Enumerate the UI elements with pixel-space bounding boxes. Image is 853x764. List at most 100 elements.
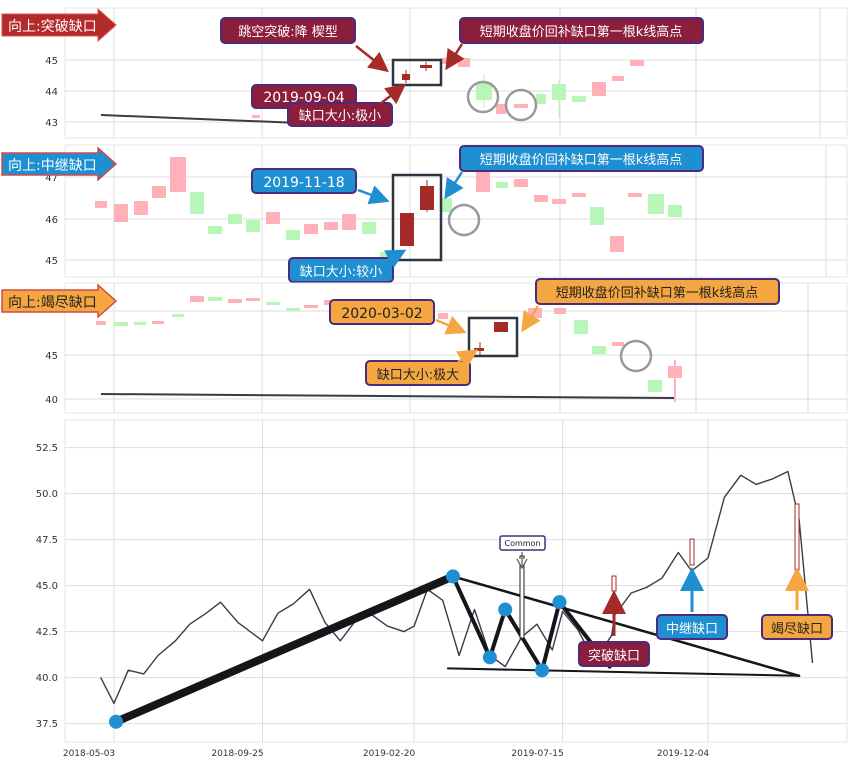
main-ytick-label: 50.0 (36, 489, 58, 500)
p2-candle (496, 182, 508, 188)
p1-arrow-pattern (355, 45, 389, 73)
p3-arrow-size (455, 349, 479, 369)
p2-candle (114, 204, 128, 222)
pattern-point (445, 569, 460, 584)
p1-candle (536, 94, 546, 104)
p3-callout-high: 短期收盘价回补缺口第一根k线高点 (535, 278, 780, 305)
p2-candle (324, 222, 338, 230)
common-label: Common (504, 539, 540, 548)
p3-candle-gap-before (474, 348, 484, 351)
p3-gap-box (467, 316, 519, 358)
p3-ytick-2: 40 (45, 395, 58, 406)
breakaway-gap-bar (611, 575, 617, 592)
p2-candle (246, 220, 260, 232)
p1-candles (252, 58, 644, 118)
p1-arrow-size (379, 83, 406, 105)
p2-callout-date: 2019-11-18 (251, 168, 357, 194)
panel-breakaway-gap: 45 44 43 (1, 7, 848, 139)
p1-candle (572, 96, 586, 102)
p3-ytick-1: 45 (45, 351, 58, 362)
p2-arrow-high (444, 171, 464, 200)
p2-candle (590, 207, 604, 225)
p1-callout-pattern: 跳空突破:降 楔型 (220, 17, 356, 44)
p3-arrow-high (521, 305, 541, 333)
main-pattern-layer (109, 569, 801, 729)
p3-candle (246, 298, 260, 301)
panel-runaway-gap: 47 46 45 (1, 144, 848, 283)
pattern-point (535, 663, 550, 678)
p3-callout-size: 缺口大小:极大 (365, 360, 471, 386)
p2-ytick-2: 46 (45, 215, 58, 226)
p3-candle (152, 321, 164, 324)
p3-banner-text: 向上:竭尽缺口 (8, 295, 97, 311)
main-ytick-label: 40.0 (36, 673, 58, 684)
p2-candle (610, 236, 624, 252)
p2-candle (170, 157, 186, 192)
main-ytick-label: 42.5 (36, 627, 58, 638)
p1-ytick-2: 44 (45, 87, 58, 98)
p2-candle (134, 201, 148, 215)
main-ytick-label: 47.5 (36, 535, 58, 546)
p3-candle (208, 297, 222, 301)
runaway-label: 中继缺口 (666, 622, 718, 637)
p3-candle (96, 321, 106, 325)
p2-candle (95, 201, 107, 208)
p3-candle (554, 308, 566, 314)
p1-fill-circle (466, 80, 500, 114)
p1-ytick-1: 45 (45, 56, 58, 67)
p2-callout-size-text: 缺口大小:较小 (300, 265, 382, 280)
p3-callout-date: 2020-03-02 (329, 299, 435, 325)
p2-callout-high: 短期收盘价回补缺口第一根k线高点 (459, 145, 704, 172)
p2-candle (628, 193, 642, 197)
p3-candle (304, 305, 318, 308)
p3-candle (286, 308, 300, 311)
p1-trend-line (100, 114, 301, 124)
p2-candle (304, 224, 318, 234)
p1-candle (496, 104, 506, 114)
main-xtick-label: 2018-05-03 (63, 749, 115, 759)
p2-candle (534, 195, 548, 202)
p2-candle (152, 186, 166, 198)
p1-callout-size-text: 缺口大小:极小 (299, 109, 381, 124)
p3-candle (648, 380, 662, 392)
p2-candle (286, 230, 300, 240)
main-xtick-label: 2019-07-15 (511, 749, 563, 759)
p2-candle (190, 192, 204, 214)
main-x-axis: 2018-05-03 2018-09-25 2019-02-20 2019-07-15… (63, 749, 710, 759)
p2-banner: 向上:中继缺口 (1, 146, 118, 182)
p2-candles (95, 157, 682, 260)
common-gap-arrow (516, 552, 528, 570)
main-grid (65, 420, 847, 742)
p1-gap-box (391, 58, 443, 87)
p1-banner: 向上:突破缺口 (1, 7, 117, 43)
p1-candle (592, 82, 606, 96)
p1-ytick-3: 43 (45, 118, 58, 129)
p3-banner: 向上:竭尽缺口 (1, 283, 118, 319)
p1-candle (630, 60, 644, 66)
p3-candle (612, 342, 624, 346)
p3-candle (438, 313, 448, 319)
breakaway-label-box: 突破缺口 (578, 641, 650, 667)
p2-callout-high-text: 短期收盘价回补缺口第一根k线高点 (480, 152, 683, 168)
p1-callout-high: 短期收盘价回补缺口第一根k线高点 (459, 17, 704, 44)
main-ytick-label: 52.5 (36, 443, 58, 454)
p2-candle-gap-before (400, 213, 414, 246)
p1-fill-circle (504, 88, 538, 122)
main-xtick-label: 2019-12-04 (657, 749, 710, 759)
p1-candle (440, 58, 448, 64)
p2-candle (440, 198, 452, 212)
p3-fill-circle (619, 339, 653, 373)
breakaway-label: 突破缺口 (588, 648, 640, 664)
exhaustion-label-box: 竭尽缺口 (761, 614, 833, 640)
p3-arrow-date (435, 315, 467, 335)
p2-candle (552, 199, 566, 204)
p2-candle (342, 214, 356, 230)
common-label-box: Common (499, 535, 546, 551)
pattern-point (552, 595, 567, 610)
p2-candle (648, 194, 664, 214)
panel-exhaustion-gap: 45 40 (1, 278, 848, 414)
runaway-label-box: 中继缺口 (656, 614, 728, 640)
p2-candle (266, 212, 280, 224)
p3-candle-gap-after (494, 322, 508, 332)
